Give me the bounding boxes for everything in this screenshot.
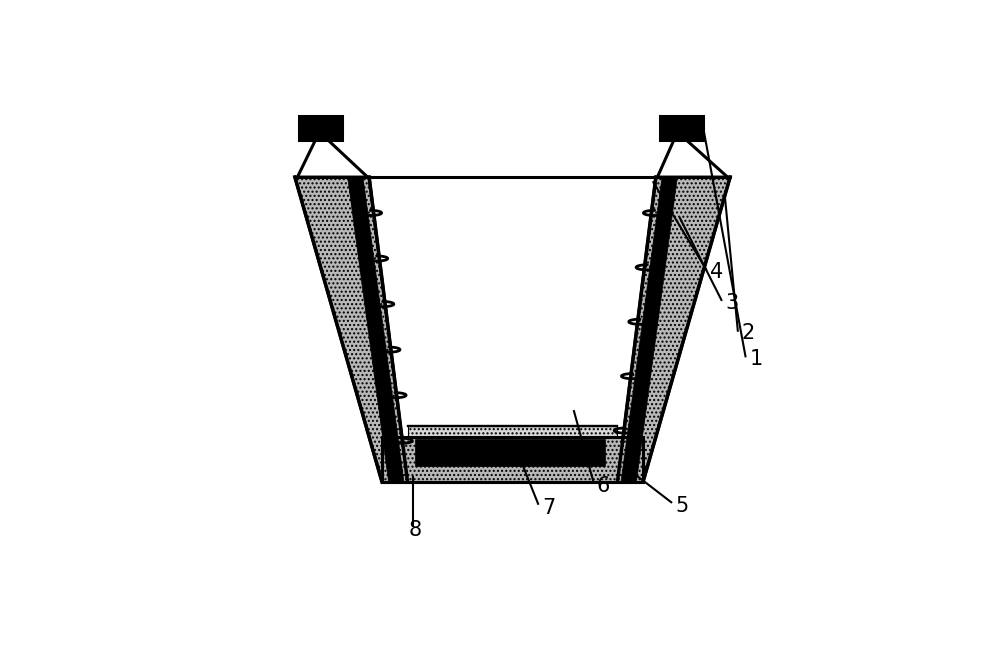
Text: 4: 4: [710, 262, 723, 282]
Text: 8: 8: [409, 521, 422, 541]
Bar: [415, 440, 605, 466]
Text: 6: 6: [597, 476, 610, 496]
Polygon shape: [621, 177, 677, 481]
Text: 7: 7: [542, 498, 555, 518]
Text: 3: 3: [726, 293, 739, 313]
Polygon shape: [348, 177, 404, 481]
Text: 2: 2: [742, 323, 755, 343]
Text: 1: 1: [750, 349, 763, 369]
Bar: [299, 116, 342, 140]
Polygon shape: [295, 177, 408, 481]
Polygon shape: [617, 177, 730, 481]
Polygon shape: [408, 426, 617, 437]
Bar: [660, 116, 703, 140]
Text: 5: 5: [675, 496, 689, 516]
Polygon shape: [382, 437, 643, 481]
